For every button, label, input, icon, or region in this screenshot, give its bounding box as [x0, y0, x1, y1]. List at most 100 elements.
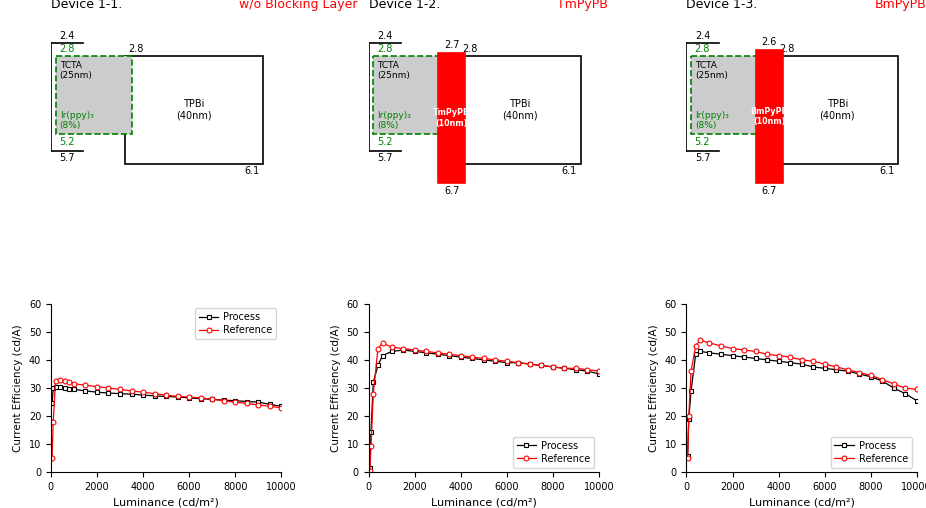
- Text: 6.1: 6.1: [880, 166, 895, 176]
- Y-axis label: Current Efficiency (cd/A): Current Efficiency (cd/A): [13, 324, 23, 452]
- Reference: [386, 344, 397, 350]
- Process: [50, 384, 61, 390]
- Text: TPBi
(40nm): TPBi (40nm): [502, 99, 537, 121]
- Reference: [80, 382, 91, 388]
- Reference: [253, 402, 264, 408]
- Process: [264, 401, 275, 407]
- Process: [126, 391, 137, 397]
- Reference: [820, 361, 831, 367]
- Process: [219, 397, 230, 403]
- Process: [750, 356, 761, 362]
- Text: 5.7: 5.7: [59, 153, 75, 163]
- Process: [784, 360, 795, 366]
- Polygon shape: [756, 50, 783, 183]
- Line: Reference: Reference: [685, 338, 920, 461]
- Reference: [366, 442, 377, 449]
- Process: [456, 354, 467, 360]
- Process: [761, 357, 772, 363]
- Process: [149, 393, 160, 399]
- Text: 2.8: 2.8: [377, 44, 392, 53]
- Reference: [513, 360, 524, 366]
- Reference: [64, 379, 75, 386]
- Reference: [690, 343, 701, 349]
- Text: 5.2: 5.2: [377, 137, 393, 147]
- Polygon shape: [691, 56, 760, 135]
- Process: [547, 364, 558, 370]
- Process: [46, 400, 57, 406]
- Process: [877, 378, 888, 384]
- Text: Device 1-3.: Device 1-3.: [686, 0, 762, 11]
- Reference: [547, 364, 558, 370]
- Text: 2.8: 2.8: [128, 44, 144, 53]
- Process: [685, 388, 696, 394]
- Process: [727, 353, 738, 359]
- Reference: [888, 380, 899, 387]
- Reference: [761, 351, 772, 357]
- Line: Reference: Reference: [50, 377, 283, 461]
- Line: Process: Process: [685, 349, 920, 458]
- Process: [432, 351, 444, 357]
- Process: [559, 365, 570, 371]
- Polygon shape: [56, 56, 131, 135]
- Reference: [230, 399, 241, 405]
- Reference: [149, 391, 160, 397]
- Process: [594, 371, 605, 377]
- Reference: [206, 396, 218, 402]
- Reference: [372, 345, 383, 352]
- Text: 2.8: 2.8: [462, 44, 477, 53]
- Reference: [559, 365, 570, 371]
- Reference: [195, 395, 206, 401]
- Reference: [397, 345, 408, 352]
- Text: TPBi
(40nm): TPBi (40nm): [820, 99, 855, 121]
- Reference: [467, 354, 478, 360]
- Process: [172, 394, 183, 400]
- Process: [115, 391, 126, 397]
- Text: 2.6: 2.6: [762, 37, 777, 47]
- Legend: Process, Reference: Process, Reference: [195, 308, 276, 339]
- Process: [773, 358, 784, 364]
- Text: BmPyPB: BmPyPB: [874, 0, 926, 11]
- Reference: [807, 358, 819, 364]
- Text: Device 1-1.: Device 1-1.: [51, 0, 126, 11]
- Process: [911, 398, 922, 404]
- Reference: [694, 337, 706, 343]
- Text: 2.4: 2.4: [377, 30, 393, 41]
- Reference: [377, 340, 388, 346]
- Text: 2.8: 2.8: [694, 44, 710, 53]
- Polygon shape: [125, 56, 263, 164]
- Polygon shape: [458, 56, 581, 164]
- Reference: [126, 388, 137, 394]
- Process: [694, 348, 706, 355]
- Reference: [368, 391, 379, 397]
- Process: [690, 351, 701, 357]
- Reference: [831, 364, 842, 370]
- Reference: [172, 393, 183, 399]
- Reference: [773, 353, 784, 359]
- Reference: [704, 340, 715, 346]
- Process: [195, 396, 206, 402]
- Text: Ir(ppy)₃
(8%): Ir(ppy)₃ (8%): [59, 111, 94, 131]
- Text: w/o Blocking Layer: w/o Blocking Layer: [239, 0, 357, 11]
- Reference: [432, 350, 444, 356]
- Reference: [582, 367, 593, 373]
- Reference: [594, 368, 605, 374]
- Reference: [877, 376, 888, 383]
- Process: [831, 367, 842, 373]
- Text: TmPyPB
(10nm): TmPyPB (10nm): [433, 108, 470, 128]
- Process: [842, 368, 853, 374]
- Process: [241, 398, 252, 404]
- Reference: [738, 347, 749, 353]
- Text: 2.4: 2.4: [59, 30, 75, 41]
- Text: 2.4: 2.4: [694, 30, 710, 41]
- Y-axis label: Current Efficiency (cd/A): Current Efficiency (cd/A): [332, 324, 341, 452]
- Reference: [183, 394, 194, 400]
- Reference: [137, 389, 148, 395]
- Process: [704, 350, 715, 356]
- X-axis label: Luminance (cd/m²): Luminance (cd/m²): [431, 498, 537, 507]
- Process: [69, 387, 80, 393]
- Text: Ir(ppy)₃
(8%): Ir(ppy)₃ (8%): [695, 111, 729, 131]
- Process: [865, 374, 876, 380]
- Reference: [241, 400, 252, 406]
- Process: [386, 348, 397, 355]
- Reference: [364, 468, 375, 474]
